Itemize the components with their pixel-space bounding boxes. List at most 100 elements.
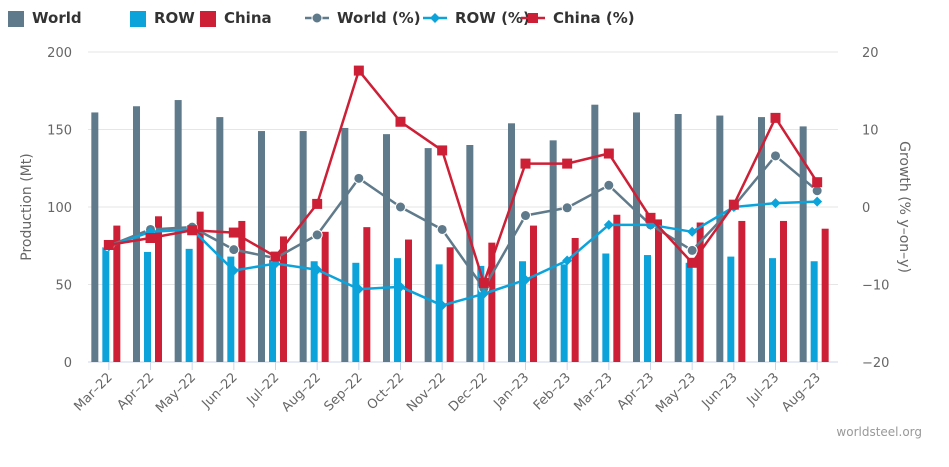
china-point[interactable]	[395, 116, 406, 127]
row-point[interactable]	[687, 226, 698, 237]
bar-china[interactable]	[238, 220, 246, 362]
bar-row[interactable]	[435, 264, 443, 362]
bar-world[interactable]	[799, 126, 807, 363]
bar-row[interactable]	[602, 253, 610, 363]
bar-china[interactable]	[571, 238, 579, 362]
bar-world[interactable]	[424, 148, 432, 362]
bar-row[interactable]	[185, 248, 193, 362]
china-line[interactable]	[108, 69, 819, 285]
bar-china[interactable]	[696, 222, 704, 363]
world-point[interactable]	[770, 150, 781, 162]
bar-world[interactable]	[758, 117, 765, 362]
china-point[interactable]	[437, 145, 448, 156]
bar-row[interactable]	[519, 261, 526, 362]
china-point[interactable]	[562, 158, 573, 169]
china-point[interactable]	[728, 199, 739, 210]
row-point[interactable]	[770, 198, 781, 209]
row-point[interactable]	[520, 274, 531, 285]
row-point[interactable]	[437, 300, 448, 311]
legend-label-row[interactable]: ROW	[154, 9, 195, 27]
bar-china[interactable]	[488, 242, 496, 362]
legend-swatch-world[interactable]	[8, 11, 24, 27]
china-point[interactable]	[812, 177, 823, 188]
china-point[interactable]	[145, 233, 156, 243]
china-point[interactable]	[228, 227, 239, 238]
world-point[interactable]	[353, 172, 365, 184]
bar-world[interactable]	[508, 123, 515, 362]
bar-china[interactable]	[196, 211, 204, 362]
bar-china[interactable]	[446, 247, 454, 362]
bar-china[interactable]	[155, 216, 162, 362]
china-point[interactable]	[770, 112, 781, 123]
bar-world[interactable]	[633, 112, 640, 362]
bar-china[interactable]	[738, 220, 746, 362]
row-point[interactable]	[312, 264, 323, 275]
row-point[interactable]	[353, 284, 364, 295]
world-point[interactable]	[811, 185, 823, 197]
bar-row[interactable]	[269, 259, 276, 362]
world-line[interactable]	[108, 154, 818, 290]
legend-swatch-row[interactable]	[130, 11, 146, 27]
bar-world[interactable]	[258, 131, 265, 362]
bar-china[interactable]	[821, 228, 829, 362]
china-point[interactable]	[270, 251, 281, 262]
bar-row[interactable]	[310, 261, 318, 362]
bar-china[interactable]	[530, 225, 537, 362]
bar-world[interactable]	[216, 117, 224, 362]
credit-text[interactable]: worldsteel.org	[836, 425, 922, 439]
bar-world[interactable]	[674, 114, 682, 362]
bar-row[interactable]	[727, 256, 735, 362]
bar-china[interactable]	[655, 219, 662, 362]
legend-swatch-china[interactable]	[200, 11, 216, 27]
legend-label-china[interactable]: China	[224, 9, 272, 27]
china-point[interactable]	[353, 65, 364, 76]
bar-row[interactable]	[144, 251, 151, 362]
china-point[interactable]	[103, 239, 114, 250]
china-point[interactable]	[478, 277, 489, 288]
bar-china[interactable]	[113, 225, 121, 362]
world-point[interactable]	[561, 202, 573, 214]
world-point[interactable]	[228, 244, 240, 256]
legend-label-world[interactable]: World (%)	[337, 9, 421, 27]
bar-world[interactable]	[549, 140, 557, 362]
legend-label-row[interactable]: ROW (%)	[455, 9, 530, 27]
bar-row[interactable]	[102, 247, 110, 362]
legend-label-china[interactable]: China (%)	[553, 9, 635, 27]
world-point[interactable]	[436, 223, 448, 235]
bar-world[interactable]	[383, 134, 390, 362]
world-point[interactable]	[686, 244, 698, 256]
bar-world[interactable]	[716, 115, 724, 362]
china-point[interactable]	[312, 198, 323, 209]
world-point[interactable]	[311, 229, 323, 241]
china-point[interactable]	[603, 148, 614, 159]
bar-row[interactable]	[477, 265, 485, 362]
bar-world[interactable]	[466, 145, 474, 362]
china-point[interactable]	[187, 225, 198, 236]
row-point[interactable]	[603, 219, 614, 230]
row-point[interactable]	[478, 288, 489, 299]
row-line[interactable]	[108, 200, 818, 307]
bar-china[interactable]	[780, 220, 787, 362]
row-point[interactable]	[395, 281, 406, 292]
bar-row[interactable]	[352, 262, 360, 362]
bar-row[interactable]	[685, 262, 693, 362]
bar-china[interactable]	[321, 231, 329, 362]
bar-china[interactable]	[613, 214, 621, 362]
world-point[interactable]	[520, 210, 531, 222]
bar-row[interactable]	[560, 264, 568, 362]
bar-world[interactable]	[341, 127, 349, 362]
legend-marker-world[interactable]	[311, 12, 323, 24]
bar-china[interactable]	[363, 227, 371, 362]
china-point[interactable]	[687, 257, 698, 268]
china-point[interactable]	[520, 158, 531, 169]
bar-row[interactable]	[810, 261, 818, 362]
world-point[interactable]	[395, 201, 406, 213]
china-point[interactable]	[645, 212, 656, 223]
legend-label-world[interactable]: World	[32, 9, 82, 27]
bar-world[interactable]	[299, 131, 307, 362]
bar-row[interactable]	[644, 255, 651, 362]
row-point[interactable]	[812, 196, 823, 207]
bar-world[interactable]	[591, 104, 599, 362]
row-point[interactable]	[228, 265, 239, 276]
legend-marker-row[interactable]	[430, 13, 440, 23]
